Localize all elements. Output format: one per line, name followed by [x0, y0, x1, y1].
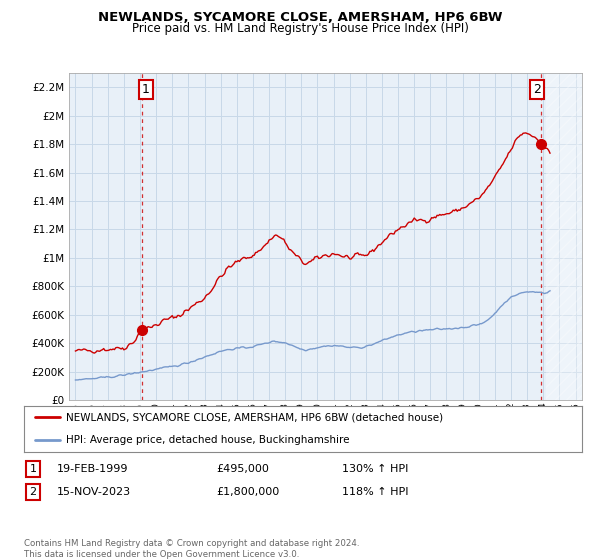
Text: Price paid vs. HM Land Registry's House Price Index (HPI): Price paid vs. HM Land Registry's House …: [131, 22, 469, 35]
Text: 2: 2: [29, 487, 37, 497]
Bar: [546, 73, 582, 400]
Text: 130% ↑ HPI: 130% ↑ HPI: [342, 464, 409, 474]
Text: £495,000: £495,000: [216, 464, 269, 474]
Text: 2: 2: [533, 83, 541, 96]
Text: Contains HM Land Registry data © Crown copyright and database right 2024.
This d: Contains HM Land Registry data © Crown c…: [24, 539, 359, 559]
Text: 1: 1: [29, 464, 37, 474]
Text: 19-FEB-1999: 19-FEB-1999: [57, 464, 128, 474]
Text: 1: 1: [142, 83, 150, 96]
Text: NEWLANDS, SYCAMORE CLOSE, AMERSHAM, HP6 6BW: NEWLANDS, SYCAMORE CLOSE, AMERSHAM, HP6 …: [98, 11, 502, 24]
Text: NEWLANDS, SYCAMORE CLOSE, AMERSHAM, HP6 6BW (detached house): NEWLANDS, SYCAMORE CLOSE, AMERSHAM, HP6 …: [66, 413, 443, 422]
Text: £1,800,000: £1,800,000: [216, 487, 279, 497]
Text: 15-NOV-2023: 15-NOV-2023: [57, 487, 131, 497]
Text: HPI: Average price, detached house, Buckinghamshire: HPI: Average price, detached house, Buck…: [66, 436, 349, 445]
Text: 118% ↑ HPI: 118% ↑ HPI: [342, 487, 409, 497]
